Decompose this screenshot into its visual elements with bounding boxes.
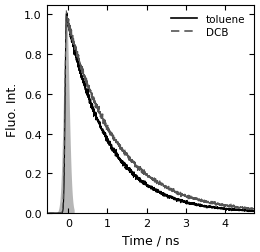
Y-axis label: Fluo. Int.: Fluo. Int.: [5, 82, 18, 136]
Legend: toluene, DCB: toluene, DCB: [167, 11, 249, 42]
X-axis label: Time / ns: Time / ns: [122, 234, 179, 246]
